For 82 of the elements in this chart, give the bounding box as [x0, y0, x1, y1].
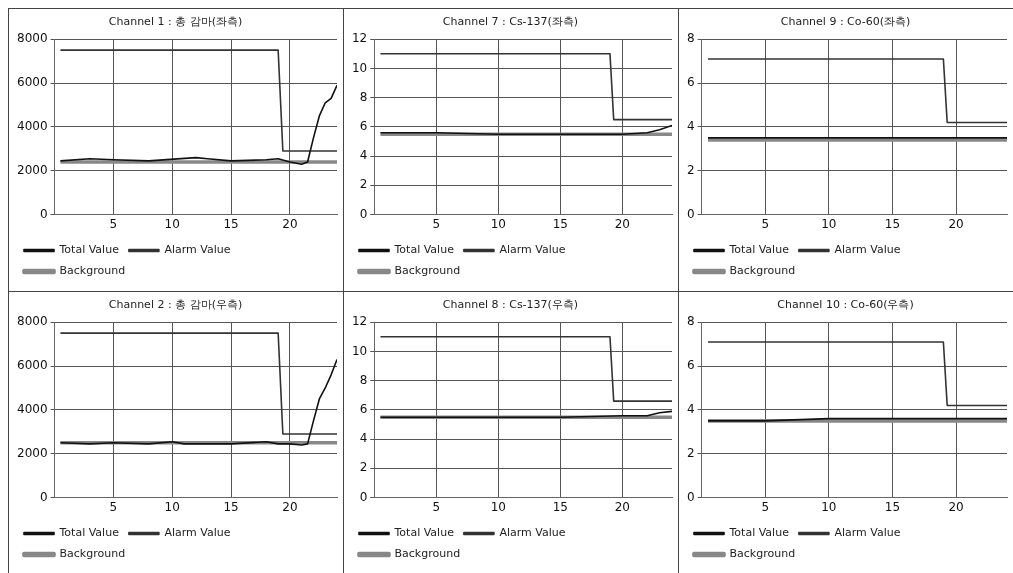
legend-label: Background	[59, 547, 126, 561]
legend-label: Total Value	[728, 243, 790, 257]
y-tick-label: 4	[686, 402, 695, 417]
y-tick-label: 6	[359, 402, 368, 417]
x-tick-label: 15	[884, 216, 901, 231]
y-tick-label: 8	[359, 372, 368, 387]
y-tick-label: 2000	[16, 445, 48, 460]
x-tick-label: 20	[614, 499, 631, 514]
legend-label: Alarm Value	[499, 526, 566, 540]
y-tick-label: 8	[359, 89, 368, 104]
x-tick-label: 10	[164, 216, 180, 231]
legend-label: Total Value	[393, 526, 455, 540]
legend-label: Total Value	[393, 243, 455, 257]
x-tick-label: 10	[490, 499, 506, 514]
y-tick-label: 2	[686, 162, 695, 177]
y-tick-label: 12	[351, 31, 368, 46]
y-tick-label: 2000	[16, 162, 48, 177]
x-tick-label: 15	[223, 499, 239, 514]
x-tick-label: 5	[761, 499, 770, 514]
x-tick-label: 15	[223, 216, 239, 231]
x-tick-label: 10	[821, 499, 837, 514]
x-tick-label: 5	[432, 216, 441, 231]
y-tick-label: 4000	[16, 119, 48, 134]
legend-label: Alarm Value	[164, 243, 231, 257]
y-tick-label: 6000	[16, 75, 48, 90]
y-tick-label: 4	[359, 431, 368, 446]
chart-title: Channel 8 : Cs-137(우측)	[442, 298, 579, 312]
x-tick-label: 20	[948, 216, 964, 231]
y-tick-label: 10	[351, 60, 368, 75]
legend-label: Total Value	[728, 526, 790, 540]
legend-label: Alarm Value	[834, 526, 901, 540]
x-tick-label: 20	[282, 499, 298, 514]
y-tick-label: 0	[359, 489, 368, 504]
x-tick-label: 5	[432, 499, 441, 514]
y-tick-label: 4	[686, 119, 695, 134]
y-tick-label: 10	[351, 343, 368, 358]
legend-label: Alarm Value	[834, 243, 901, 257]
y-tick-label: 0	[686, 206, 695, 221]
x-tick-label: 10	[490, 216, 506, 231]
y-tick-label: 8	[686, 31, 695, 46]
y-tick-label: 6	[686, 75, 695, 90]
y-tick-label: 2	[359, 460, 368, 475]
chart-title: Channel 2 : 총 감마(우측)	[108, 298, 243, 312]
chart-title: Channel 9 : Co-60(좌측)	[780, 15, 911, 29]
y-tick-label: 0	[686, 489, 695, 504]
x-tick-label: 20	[282, 216, 298, 231]
x-tick-label: 5	[109, 216, 118, 231]
legend-label: Total Value	[58, 243, 120, 257]
y-tick-label: 4	[359, 148, 368, 163]
y-tick-label: 8000	[16, 314, 48, 329]
x-tick-label: 10	[821, 216, 837, 231]
x-tick-label: 5	[761, 216, 770, 231]
x-tick-label: 15	[884, 499, 901, 514]
chart-title: Channel 10 : Co-60(우측)	[777, 298, 914, 312]
legend-label: Alarm Value	[499, 243, 566, 257]
x-tick-label: 15	[552, 216, 568, 231]
legend-label: Background	[394, 264, 461, 278]
x-tick-label: 5	[109, 499, 118, 514]
x-tick-label: 15	[552, 499, 568, 514]
y-tick-label: 12	[351, 314, 368, 329]
legend-label: Background	[394, 547, 461, 561]
y-tick-label: 6	[686, 358, 695, 373]
x-tick-label: 10	[164, 499, 180, 514]
x-tick-label: 20	[948, 499, 964, 514]
y-tick-label: 2	[686, 445, 695, 460]
y-tick-label: 0	[359, 206, 368, 221]
chart-title: Channel 1 : 총 감마(좌측)	[108, 15, 243, 29]
legend-label: Total Value	[58, 526, 120, 540]
y-tick-label: 8	[686, 314, 695, 329]
legend-label: Background	[59, 264, 126, 278]
legend-label: Background	[729, 264, 796, 278]
y-tick-label: 4000	[16, 402, 48, 417]
y-tick-label: 6	[359, 119, 368, 134]
legend-label: Background	[729, 547, 796, 561]
y-tick-label: 8000	[16, 31, 48, 46]
y-tick-label: 2	[359, 177, 368, 192]
x-tick-label: 20	[614, 216, 631, 231]
y-tick-label: 6000	[16, 358, 48, 373]
y-tick-label: 0	[39, 206, 48, 221]
chart-title: Channel 7 : Cs-137(좌측)	[442, 15, 579, 29]
legend-label: Alarm Value	[164, 526, 231, 540]
y-tick-label: 0	[39, 489, 48, 504]
